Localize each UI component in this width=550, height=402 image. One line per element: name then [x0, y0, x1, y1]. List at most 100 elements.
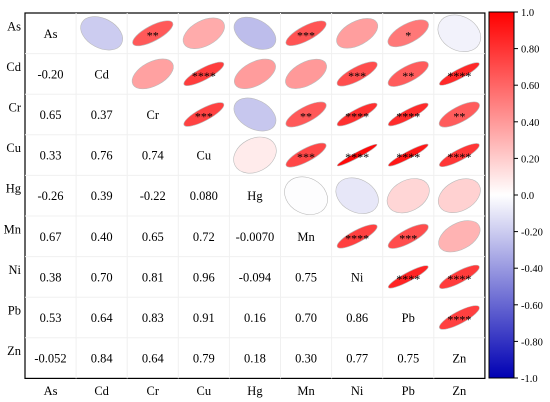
significance-mark: ** — [453, 110, 465, 124]
correlation-value: 0.70 — [295, 311, 317, 325]
correlation-ellipse-group — [387, 19, 429, 48]
correlation-ellipse — [387, 265, 429, 289]
matrix-frame — [24, 12, 486, 379]
correlation-ellipse — [336, 61, 378, 87]
colorbar-tick-label: -0.40 — [521, 264, 543, 275]
correlation-value: 0.16 — [244, 311, 266, 325]
colorbar-tick-label: 0.0 — [521, 191, 534, 202]
diagonal-label: Ni — [351, 270, 364, 284]
correlation-value: 0.30 — [295, 352, 317, 366]
correlation-ellipse-group — [336, 224, 378, 249]
correlation-value: 0.77 — [346, 352, 368, 366]
significance-mark: **** — [447, 150, 471, 164]
correlation-value: 0.70 — [91, 270, 113, 284]
row-label: Hg — [6, 182, 22, 196]
matrix-cells: As ** *** *-0.20 Cd **** *** ** ****0.65 0.37 Cr **… — [34, 14, 482, 366]
significance-mark: **** — [396, 110, 420, 124]
correlation-value: 0.76 — [91, 149, 113, 163]
diagonal-label: Zn — [452, 352, 467, 366]
correlation-ellipse — [285, 58, 327, 89]
colorbar-tick-label: -0.20 — [521, 228, 543, 239]
correlation-value: 0.75 — [295, 270, 317, 284]
correlation-ellipse-group — [336, 61, 378, 87]
correlation-ellipse — [285, 20, 327, 46]
correlation-ellipse — [132, 20, 174, 47]
correlation-value: 0.64 — [91, 311, 114, 325]
correlation-value: 0.96 — [193, 270, 215, 284]
colorbar-tick-label: 0.20 — [521, 154, 539, 165]
correlation-ellipse-group — [439, 143, 480, 167]
colorbar-tick-label: 0.40 — [521, 118, 539, 129]
correlation-ellipse-group — [233, 97, 277, 132]
correlation-ellipse-group — [439, 264, 480, 289]
row-label: Pb — [8, 304, 21, 318]
x-tick-label: Mn — [297, 384, 315, 398]
correlation-ellipse — [233, 16, 277, 50]
diagonal-label: Hg — [247, 189, 263, 203]
correlation-ellipse-group — [336, 18, 379, 49]
x-tick-label: Cd — [94, 384, 109, 398]
significance-mark: *** — [399, 231, 417, 245]
correlation-ellipse-group — [387, 60, 429, 87]
correlation-ellipse-group — [285, 58, 327, 89]
correlation-value: -0.052 — [34, 352, 66, 366]
correlation-ellipse — [336, 18, 379, 49]
row-label: As — [7, 19, 21, 33]
correlation-value: -0.26 — [38, 189, 64, 203]
correlation-value: 0.64 — [142, 352, 165, 366]
colorbar-tick-label: 1.0 — [521, 8, 534, 19]
correlation-ellipse — [284, 176, 328, 215]
diagonal-label: Cu — [197, 149, 212, 163]
correlation-value: 0.67 — [40, 230, 62, 244]
correlation-value: 0.080 — [190, 189, 218, 203]
x-tick-label: Ni — [351, 384, 364, 398]
correlation-ellipse — [233, 136, 277, 174]
colorbar-tick-label: 0.60 — [521, 81, 539, 92]
diagonal-label: Pb — [402, 311, 415, 325]
correlation-value: -0.20 — [38, 67, 64, 81]
correlation-ellipse-group — [183, 61, 225, 86]
row-label: Mn — [4, 222, 22, 236]
correlation-value: -0.0070 — [236, 230, 275, 244]
correlation-ellipse — [336, 102, 378, 127]
correlation-ellipse-group — [335, 177, 379, 214]
correlation-ellipse-group — [285, 20, 327, 46]
correlation-value: 0.37 — [91, 108, 113, 122]
significance-mark: **** — [345, 110, 369, 124]
correlation-ellipse — [387, 102, 429, 127]
correlation-value: -0.094 — [239, 270, 272, 284]
diagonal-label: As — [44, 27, 58, 41]
x-tick-label: Cr — [147, 384, 160, 398]
correlation-ellipse-group — [233, 16, 277, 50]
x-tick-label: Hg — [247, 384, 263, 398]
correlation-ellipse-group — [437, 14, 482, 52]
correlation-ellipse — [335, 177, 379, 214]
correlation-ellipse-group — [387, 265, 429, 289]
significance-mark: **** — [345, 231, 369, 245]
matrix-grid — [24, 12, 486, 379]
correlation-ellipse — [438, 305, 480, 330]
row-label: Ni — [9, 263, 22, 277]
correlation-ellipse-group — [131, 58, 174, 90]
correlation-ellipse — [387, 60, 429, 87]
correlation-ellipse — [387, 223, 429, 249]
correlation-ellipse-group — [182, 17, 225, 49]
correlation-value: 0.65 — [142, 230, 164, 244]
correlation-value: 0.91 — [193, 311, 215, 325]
significance-mark: ** — [300, 110, 312, 124]
colorbar: 1.0 0.80 0.60 0.40 0.20 0.0 -0.20 -0.40 -0.60 -0.… — [488, 8, 543, 385]
row-label: Cr — [9, 101, 22, 115]
correlation-ellipse-group — [336, 143, 378, 167]
correlation-ellipse-group — [438, 305, 480, 330]
significance-mark: *** — [297, 150, 315, 164]
correlation-ellipse-group — [438, 220, 481, 253]
correlation-ellipse-group — [284, 176, 328, 215]
significance-mark: **** — [345, 150, 369, 164]
correlation-value: 0.65 — [40, 108, 62, 122]
correlation-value: 0.40 — [91, 230, 113, 244]
significance-mark: **** — [396, 150, 420, 164]
correlation-ellipse — [233, 97, 277, 132]
colorbar-tick-label: -1.0 — [521, 374, 538, 385]
correlation-ellipse — [437, 14, 482, 52]
